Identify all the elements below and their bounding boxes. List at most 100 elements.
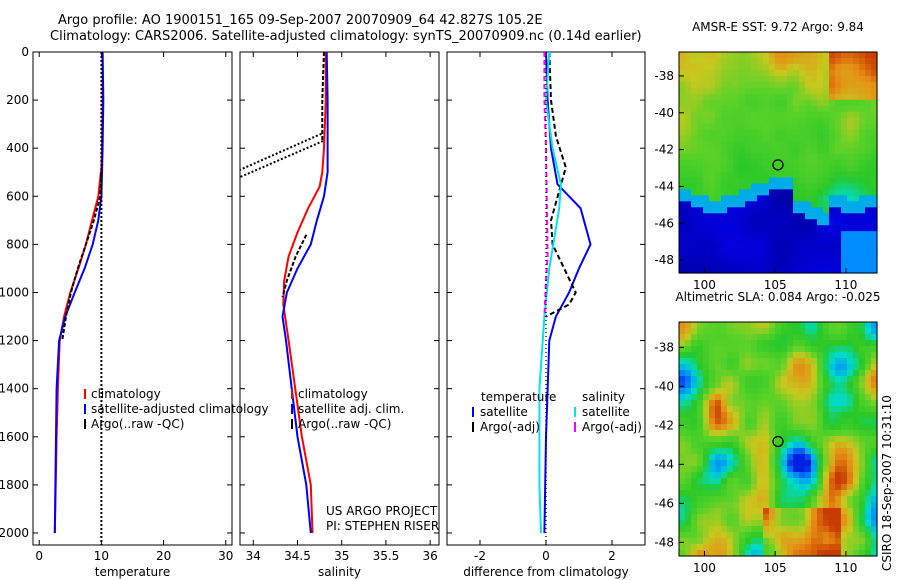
map-cell xyxy=(841,213,848,220)
map-cell xyxy=(859,388,866,395)
map-cell xyxy=(793,496,800,503)
map-cell xyxy=(691,484,698,491)
map-cell xyxy=(715,454,722,461)
map-cell xyxy=(829,538,836,545)
map-cell xyxy=(781,141,788,149)
map-cell xyxy=(811,418,818,425)
map-cell xyxy=(751,225,758,232)
map-cell xyxy=(775,448,782,455)
map-cell xyxy=(745,478,752,485)
map-cell xyxy=(721,111,728,119)
map-cell xyxy=(709,75,716,83)
map-cell xyxy=(727,448,734,455)
map-cell xyxy=(721,123,728,131)
map-cell xyxy=(679,57,686,65)
map-cell xyxy=(715,123,722,131)
map-cell xyxy=(733,237,740,244)
map-cell xyxy=(829,484,836,491)
map-cell xyxy=(709,520,716,527)
map-cell xyxy=(781,195,788,202)
map-cell xyxy=(757,364,764,371)
map-cell xyxy=(781,117,788,125)
map-cell xyxy=(721,328,728,335)
map-cell xyxy=(787,147,794,155)
map-cell xyxy=(775,424,782,431)
map-cell xyxy=(811,129,818,137)
map-cell xyxy=(865,129,872,137)
map-cell xyxy=(691,111,698,119)
map-cell xyxy=(835,544,842,551)
map-cell xyxy=(727,424,734,431)
map-cell xyxy=(847,436,854,443)
map-cell xyxy=(757,466,764,473)
map-cell xyxy=(745,412,752,419)
map-cell xyxy=(703,207,710,214)
map-cell xyxy=(793,207,800,214)
map-cell xyxy=(721,231,728,238)
map-cell xyxy=(739,267,746,274)
map-cell xyxy=(865,358,872,365)
map-cell xyxy=(805,201,812,208)
map-cell xyxy=(859,478,866,485)
map-cell xyxy=(823,382,830,389)
map-cell xyxy=(859,195,866,202)
map-cell xyxy=(679,243,686,250)
map-cell xyxy=(703,267,710,274)
map-cell xyxy=(703,57,710,65)
map-cell xyxy=(691,328,698,335)
map-cell xyxy=(841,225,848,232)
map-cell xyxy=(763,334,770,341)
map-cell xyxy=(703,358,710,365)
map-cell xyxy=(739,514,746,521)
map-cell xyxy=(823,219,830,226)
map-cell xyxy=(751,231,758,238)
map-cell xyxy=(709,213,716,220)
map-cell xyxy=(763,328,770,335)
map-cell xyxy=(781,520,788,527)
map-cell xyxy=(685,370,692,377)
map-cell xyxy=(733,129,740,137)
map-cell xyxy=(799,99,806,107)
map-cell xyxy=(841,406,848,413)
map-cell xyxy=(823,207,830,214)
map-cell xyxy=(853,472,860,479)
map-cell xyxy=(805,81,812,89)
map-cell xyxy=(853,159,860,167)
map-cell xyxy=(733,412,740,419)
map-cell xyxy=(853,496,860,503)
map-cell xyxy=(847,87,854,95)
map-cell xyxy=(679,478,686,485)
map-cell xyxy=(709,538,716,545)
map-cell xyxy=(787,322,794,329)
map-cell xyxy=(871,472,878,479)
map-cell xyxy=(763,436,770,443)
map-cell xyxy=(841,63,848,71)
series-line-3 xyxy=(61,172,103,341)
map-cell xyxy=(847,105,854,113)
map-cell xyxy=(781,388,788,395)
map-cell xyxy=(745,394,752,401)
map-cell xyxy=(685,255,692,262)
map-cell xyxy=(835,87,842,95)
map-cell xyxy=(859,322,866,329)
map-cell xyxy=(751,418,758,425)
map-cell xyxy=(787,129,794,137)
map-cell xyxy=(739,382,746,389)
map-cell xyxy=(871,63,878,71)
map-cell xyxy=(859,490,866,497)
map-cell xyxy=(715,322,722,329)
map-cell xyxy=(847,400,854,407)
map-cell xyxy=(769,213,776,220)
map-cell xyxy=(691,424,698,431)
map-cell xyxy=(847,550,854,557)
map-cell xyxy=(679,87,686,95)
map-cell xyxy=(685,538,692,545)
map-cell xyxy=(823,111,830,119)
map-cell xyxy=(865,478,872,485)
map-cell xyxy=(733,394,740,401)
map-cell xyxy=(739,412,746,419)
map-cell xyxy=(763,442,770,449)
map-cell xyxy=(817,99,824,107)
map-cell xyxy=(721,352,728,359)
